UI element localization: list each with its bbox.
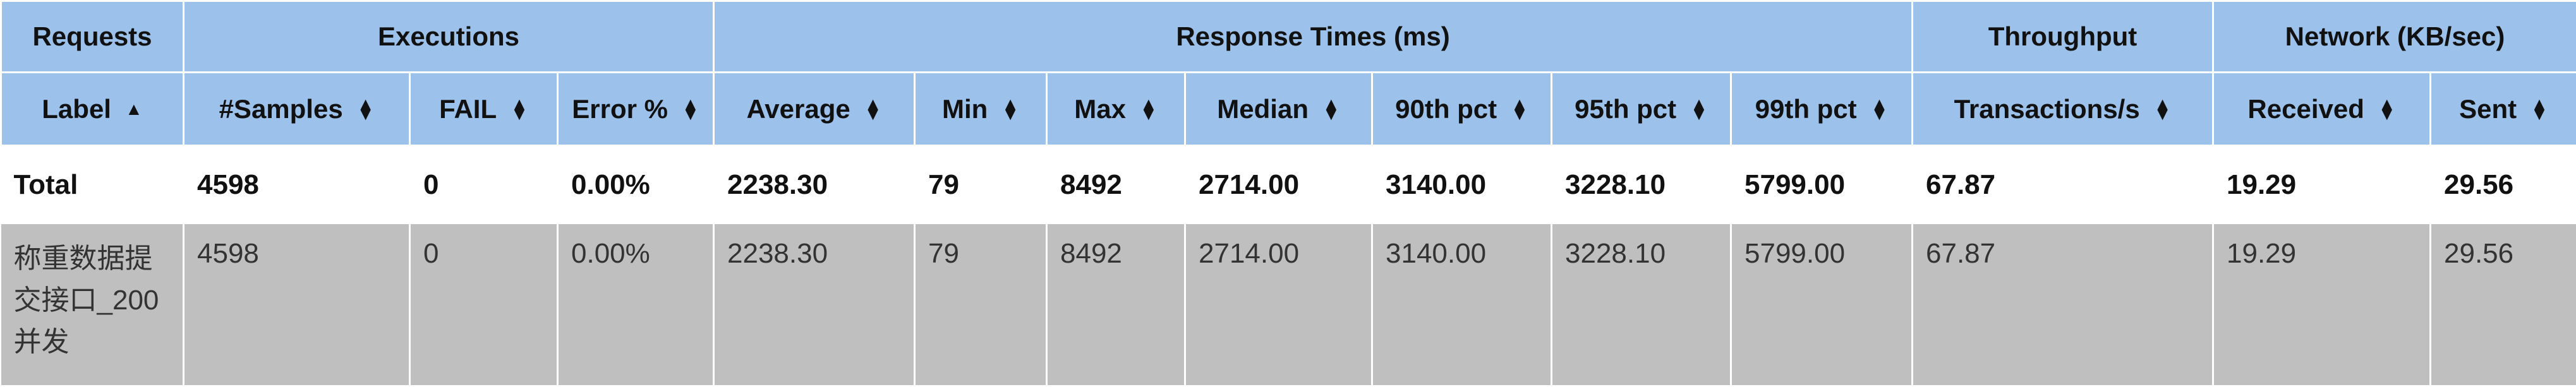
total-cell-pct99: 5799.00 (1731, 146, 1913, 224)
cell-label: 称重数据提交接口_200并发 (1, 224, 184, 386)
sort-both-icon[interactable]: ▲▼ (357, 99, 375, 119)
total-cell-label: Total (1, 146, 184, 224)
sort-both-icon[interactable]: ▲▼ (2531, 99, 2548, 119)
total-cell-pct90: 3140.00 (1372, 146, 1552, 224)
sort-both-icon[interactable]: ▲▼ (1871, 99, 1889, 119)
cell-median: 2714.00 (1185, 224, 1372, 386)
column-header-transactions[interactable]: Transactions/s ▲▼ (1913, 73, 2213, 146)
sort-both-icon[interactable]: ▲▼ (1001, 99, 1019, 119)
group-header-response-times: Response Times (ms) (714, 1, 1913, 73)
cell-pct90: 3140.00 (1372, 224, 1552, 386)
column-header-label: Label (42, 94, 111, 124)
column-header-pct99[interactable]: 99th pct ▲▼ (1731, 73, 1913, 146)
column-header-pct90[interactable]: 90th pct ▲▼ (1372, 73, 1552, 146)
column-header-samples[interactable]: #Samples ▲▼ (184, 73, 410, 146)
total-cell-fail: 0 (410, 146, 558, 224)
group-header-executions: Executions (184, 1, 714, 73)
sort-both-icon[interactable]: ▲▼ (2378, 99, 2396, 119)
total-cell-samples: 4598 (184, 146, 410, 224)
column-header-label: Average (747, 94, 850, 124)
column-header-label: Sent (2459, 94, 2517, 124)
column-header-label: Max (1074, 94, 1126, 124)
total-cell-error-pct: 0.00% (558, 146, 714, 224)
sort-both-icon[interactable]: ▲▼ (864, 99, 882, 119)
row-label: 称重数据提交接口_200并发 (14, 238, 171, 363)
column-header-min[interactable]: Min ▲▼ (915, 73, 1047, 146)
column-header-max[interactable]: Max ▲▼ (1047, 73, 1185, 146)
total-cell-transactions: 67.87 (1913, 146, 2213, 224)
sort-ascending-icon[interactable]: ▲ (125, 104, 143, 114)
cell-average: 2238.30 (714, 224, 915, 386)
column-header-label: Received (2247, 94, 2364, 124)
cell-min: 79 (915, 224, 1047, 386)
sort-both-icon[interactable]: ▲▼ (682, 99, 699, 119)
group-header-throughput: Throughput (1913, 1, 2213, 73)
column-header-row: Label ▲ #Samples ▲▼ FAIL ▲▼ Error % ▲▼ Average ▲▼… (1, 73, 2576, 146)
cell-samples: 4598 (184, 224, 410, 386)
column-header-label: Transactions/s (1954, 94, 2140, 124)
cell-fail: 0 (410, 224, 558, 386)
cell-max: 8492 (1047, 224, 1185, 386)
column-header-error-pct[interactable]: Error % ▲▼ (558, 73, 714, 146)
column-header-label: 99th pct (1755, 94, 1857, 124)
column-header-label: 90th pct (1395, 94, 1497, 124)
total-cell-max: 8492 (1047, 146, 1185, 224)
column-header-fail[interactable]: FAIL ▲▼ (410, 73, 558, 146)
column-header-label: 95th pct (1575, 94, 1676, 124)
cell-pct99: 5799.00 (1731, 224, 1913, 386)
column-header-sent[interactable]: Sent ▲▼ (2431, 73, 2576, 146)
column-header-average[interactable]: Average ▲▼ (714, 73, 915, 146)
column-header-median[interactable]: Median ▲▼ (1185, 73, 1372, 146)
total-cell-median: 2714.00 (1185, 146, 1372, 224)
total-cell-min: 79 (915, 146, 1047, 224)
sort-both-icon[interactable]: ▲▼ (1690, 99, 1708, 119)
group-header-row: Requests Executions Response Times (ms) … (1, 1, 2576, 73)
column-header-label: Median (1217, 94, 1309, 124)
sort-both-icon[interactable]: ▲▼ (2154, 99, 2172, 119)
column-header-label: Error % (572, 94, 668, 124)
total-cell-average: 2238.30 (714, 146, 915, 224)
total-cell-sent: 29.56 (2431, 146, 2576, 224)
cell-transactions: 67.87 (1913, 224, 2213, 386)
sort-both-icon[interactable]: ▲▼ (1511, 99, 1528, 119)
column-header-label: #Samples (219, 94, 343, 124)
column-header-label: FAIL (439, 94, 497, 124)
cell-error-pct: 0.00% (558, 224, 714, 386)
column-header-label: Min (942, 94, 988, 124)
cell-received: 19.29 (2213, 224, 2431, 386)
cell-sent: 29.56 (2431, 224, 2576, 386)
sort-both-icon[interactable]: ▲▼ (511, 99, 528, 119)
group-header-requests: Requests (1, 1, 184, 73)
column-header-label[interactable]: Label ▲ (1, 73, 184, 146)
sort-both-icon[interactable]: ▲▼ (1140, 99, 1158, 119)
column-header-received[interactable]: Received ▲▼ (2213, 73, 2431, 146)
sort-both-icon[interactable]: ▲▼ (1322, 99, 1340, 119)
column-header-pct95[interactable]: 95th pct ▲▼ (1552, 73, 1731, 146)
total-cell-received: 19.29 (2213, 146, 2431, 224)
total-cell-pct95: 3228.10 (1552, 146, 1731, 224)
group-header-network: Network (KB/sec) (2213, 1, 2576, 73)
cell-pct95: 3228.10 (1552, 224, 1731, 386)
